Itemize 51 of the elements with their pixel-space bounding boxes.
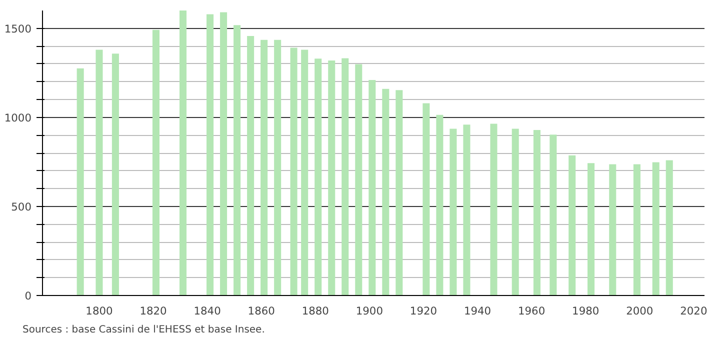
x-tick-label: 1960 [518, 304, 546, 318]
bar [666, 160, 673, 296]
x-tick-label: 1860 [248, 304, 276, 318]
bar [290, 48, 298, 296]
bar [234, 25, 241, 296]
x-tick-label: 1800 [86, 304, 114, 318]
bar [247, 36, 254, 296]
bar [550, 134, 557, 296]
x-tick-label: 1920 [410, 304, 438, 318]
x-tick-label: 1980 [572, 304, 600, 318]
bar [382, 88, 390, 296]
bar [368, 80, 376, 296]
y-tick-label: 500 [11, 200, 32, 214]
y-tick-label: 0 [24, 290, 32, 302]
bar [422, 103, 430, 296]
bar [533, 130, 540, 296]
x-tick-label: 1820 [140, 304, 168, 318]
bar [633, 164, 640, 296]
bar [512, 128, 519, 296]
bar [260, 40, 268, 296]
bar [76, 68, 84, 296]
bar [463, 124, 470, 296]
x-tick-label: 2020 [680, 304, 708, 318]
y-tick-label: 1500 [4, 22, 32, 36]
bar [96, 50, 103, 296]
bar [588, 163, 595, 296]
bar [220, 12, 228, 296]
bar [436, 114, 444, 296]
bar [342, 58, 349, 296]
bar [396, 90, 403, 296]
bar [179, 10, 187, 296]
bar [274, 40, 282, 296]
x-tick-label: 1900 [356, 304, 384, 318]
source-note: Sources : base Cassini de l'EHESS et base Insee. [22, 324, 265, 336]
y-tick-label: 1000 [4, 111, 32, 124]
bar [568, 155, 576, 296]
bar [152, 30, 160, 296]
bar [206, 14, 214, 296]
x-tick-label: 1940 [464, 304, 492, 318]
bar [112, 54, 119, 296]
bar [314, 58, 322, 296]
bar [328, 60, 336, 296]
bar [609, 164, 616, 296]
bar [301, 50, 308, 296]
bar [450, 128, 457, 296]
x-tick-label: 1880 [302, 304, 330, 318]
x-tick-label: 2000 [626, 304, 654, 318]
x-tick-label: 1840 [194, 304, 222, 318]
bar [652, 162, 660, 296]
bar [355, 64, 362, 296]
bar [490, 124, 498, 296]
